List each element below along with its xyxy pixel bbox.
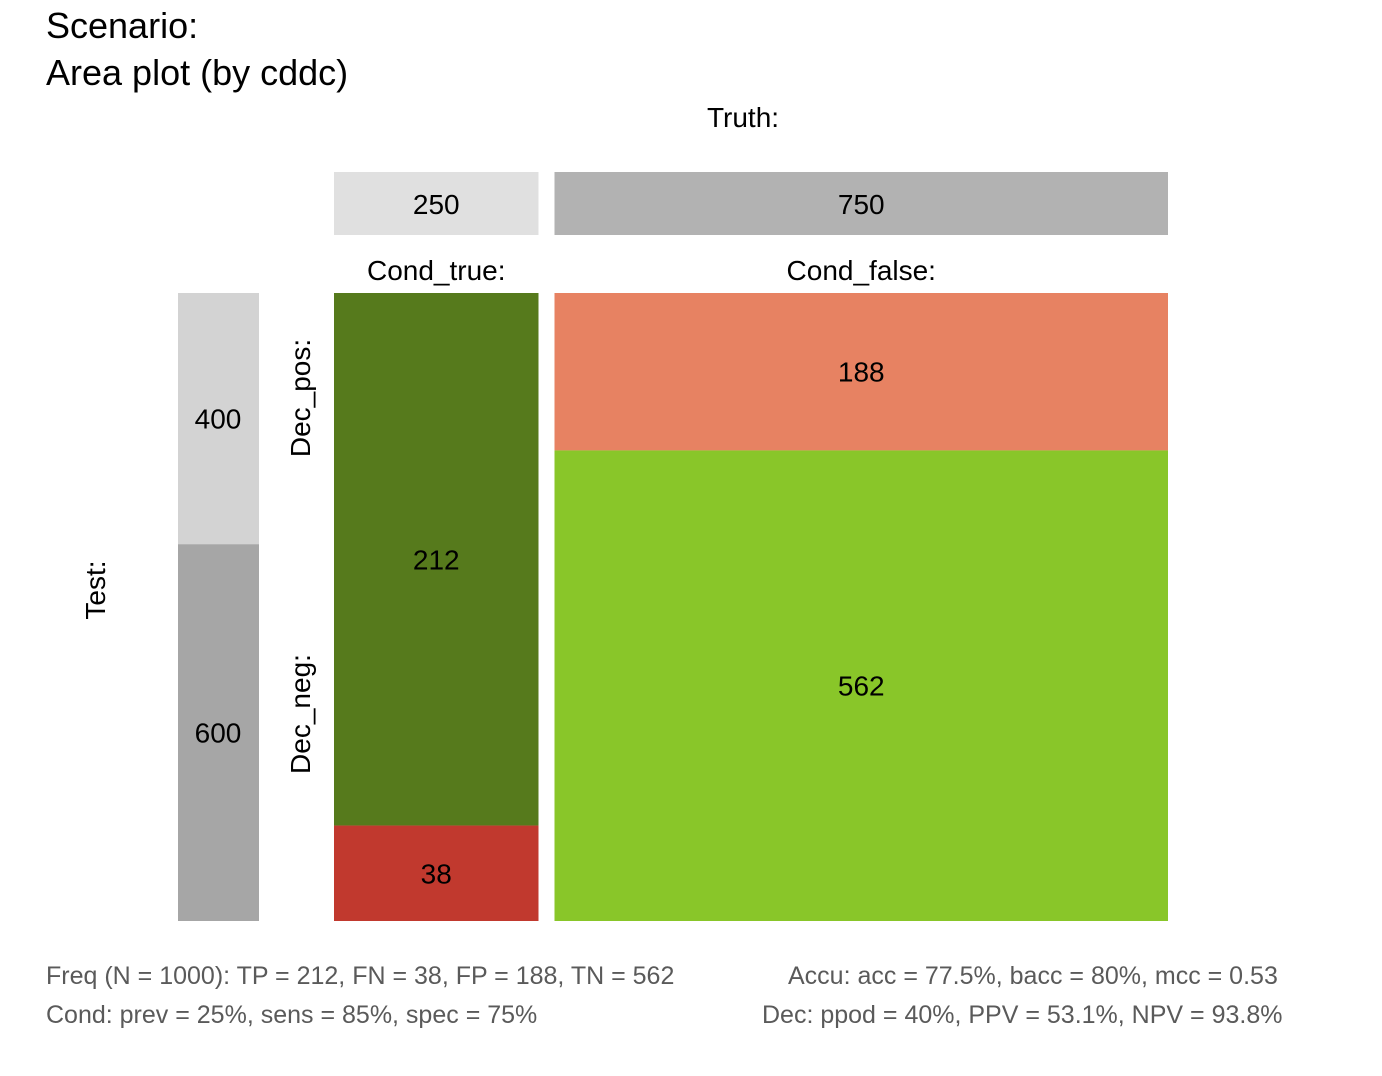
dec-bar-value-1: 600 [195,718,242,749]
cell-tp [334,293,539,826]
footer-accu: Accu: acc = 77.5%, bacc = 80%, mcc = 0.5… [788,962,1278,990]
row-label-1: Dec_neg: [285,654,316,774]
dec-bar-1 [178,544,259,921]
dec-bar-value-0: 400 [195,404,242,435]
footer-dec: Dec: ppod = 40%, PPV = 53.1%, NPV = 93.8… [762,1001,1282,1029]
chart-title-line2: Area plot (by cddc) [46,52,348,93]
footer-cond: Cond: prev = 25%, sens = 85%, spec = 75% [46,1001,537,1029]
column-label-0: Cond_true: [367,255,506,286]
test-label: Test: [80,560,111,619]
cond-bar-value-1: 750 [838,189,885,220]
chart-title-line1: Scenario: [46,5,198,46]
cond-bar-0 [334,172,539,235]
cell-fn [334,825,539,921]
dec-bar-0 [178,293,259,545]
cell-fn-value: 38 [421,858,452,889]
cond-bar-1 [554,172,1168,235]
chart-marks: 250 Cond_true: 750 Cond_false: 212 188 38 562 40… [178,172,1168,921]
cell-fp [554,293,1168,451]
truth-label: Truth: [707,102,779,133]
cell-tn-value: 562 [838,671,885,702]
column-label-1: Cond_false: [787,255,936,286]
cond-bar-value-0: 250 [413,189,460,220]
footer-freq: Freq (N = 1000): TP = 212, FN = 38, FP =… [46,962,674,990]
cell-fp-value: 188 [838,357,885,388]
cell-tn [554,450,1168,921]
cell-tp-value: 212 [413,544,460,575]
row-label-0: Dec_pos: [285,339,316,457]
